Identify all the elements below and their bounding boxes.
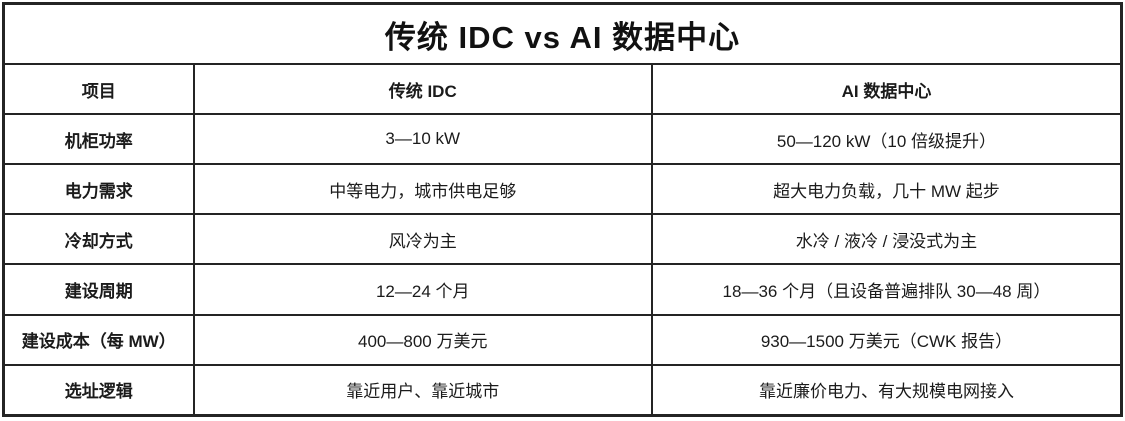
row-label: 电力需求	[2, 163, 195, 216]
table-row-rack-power: 机柜功率 3—10 kW 50—120 kW（10 倍级提升）	[2, 112, 1123, 166]
title-row: 传统 IDC vs AI 数据中心	[2, 2, 1123, 65]
row-label: 冷却方式	[2, 213, 195, 266]
ai-value: 930—1500 万美元（CWK 报告）	[650, 313, 1123, 366]
traditional-value: 400—800 万美元	[192, 313, 653, 366]
ai-value: 水冷 / 液冷 / 浸没式为主	[650, 213, 1123, 266]
table-row-construction-period: 建设周期 12—24 个月 18—36 个月（且设备普遍排队 30—48 周）	[2, 263, 1123, 316]
header-row: 项目 传统 IDC AI 数据中心	[2, 63, 1123, 115]
ai-value: 靠近廉价电力、有大规模电网接入	[650, 363, 1123, 417]
traditional-value: 中等电力，城市供电足够	[192, 163, 653, 216]
table-title: 传统 IDC vs AI 数据中心	[2, 2, 1123, 65]
traditional-value: 风冷为主	[192, 213, 653, 266]
column-header-traditional-idc: 传统 IDC	[192, 63, 653, 115]
traditional-value: 靠近用户、靠近城市	[192, 363, 653, 417]
table-row-power-demand: 电力需求 中等电力，城市供电足够 超大电力负载，几十 MW 起步	[2, 163, 1123, 216]
table-row-construction-cost: 建设成本（每 MW） 400—800 万美元 930—1500 万美元（CWK …	[2, 313, 1123, 366]
row-label: 建设成本（每 MW）	[2, 313, 195, 366]
table-row-site-selection: 选址逻辑 靠近用户、靠近城市 靠近廉价电力、有大规模电网接入	[2, 363, 1123, 417]
column-header-item: 项目	[2, 63, 195, 115]
table-row-cooling-method: 冷却方式 风冷为主 水冷 / 液冷 / 浸没式为主	[2, 213, 1123, 266]
traditional-value: 12—24 个月	[192, 263, 653, 316]
row-label: 选址逻辑	[2, 363, 195, 417]
ai-value: 50—120 kW（10 倍级提升）	[650, 112, 1123, 166]
column-header-ai-datacenter: AI 数据中心	[650, 63, 1123, 115]
ai-value: 超大电力负载，几十 MW 起步	[650, 163, 1123, 216]
traditional-value: 3—10 kW	[192, 112, 653, 166]
row-label: 机柜功率	[2, 112, 195, 166]
ai-value: 18—36 个月（且设备普遍排队 30—48 周）	[650, 263, 1123, 316]
row-label: 建设周期	[2, 263, 195, 316]
